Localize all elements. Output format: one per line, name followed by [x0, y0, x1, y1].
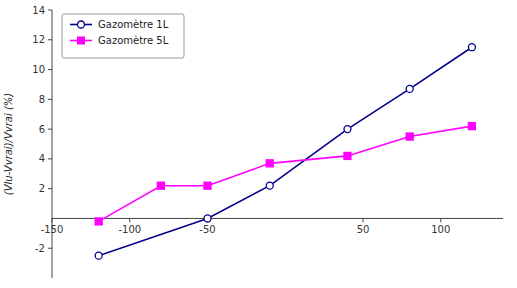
y-tick: [48, 248, 52, 249]
y-tick: [48, 99, 52, 100]
data-point: [344, 152, 351, 159]
y-tick-label: -2: [35, 243, 45, 254]
x-tick: [129, 218, 130, 222]
y-axis-label: (Vlu-Vvrai)/Vvrai (%): [3, 93, 14, 195]
data-point: [406, 85, 413, 92]
data-point: [266, 160, 273, 167]
y-tick: [48, 69, 52, 70]
legend: Gazomètre 1L Gazomètre 5L: [62, 14, 184, 58]
x-tick-label: 50: [357, 224, 370, 235]
data-point: [204, 182, 211, 189]
data-point: [266, 182, 273, 189]
y-axis-line: [52, 10, 53, 278]
y-tick: [48, 39, 52, 40]
legend-marker: [78, 37, 85, 44]
y-tick-label: 8: [39, 94, 45, 105]
data-point: [468, 44, 475, 51]
legend-label: Gazomètre 5L: [98, 35, 169, 46]
y-tick: [48, 10, 52, 11]
x-tick: [363, 218, 364, 222]
y-tick: [48, 188, 52, 189]
data-point: [157, 182, 164, 189]
y-tick: [48, 129, 52, 130]
x-tick-label: -50: [199, 224, 215, 235]
series-line: [99, 47, 472, 255]
legend-box: [62, 14, 184, 58]
data-point: [406, 133, 413, 140]
y-tick-label: 6: [39, 124, 45, 135]
y-tick: [48, 158, 52, 159]
data-point: [95, 252, 102, 259]
x-tick-label: 100: [431, 224, 450, 235]
legend-label: Gazomètre 1L: [98, 19, 169, 30]
legend-marker: [78, 21, 85, 28]
x-tick: [440, 218, 441, 222]
series-line: [99, 126, 472, 221]
data-point: [204, 215, 211, 222]
data-point: [468, 123, 475, 130]
y-tick-label: 12: [32, 34, 45, 45]
plot-area: [95, 44, 475, 259]
y-tick-label: 14: [32, 5, 45, 16]
y-tick-label: 2: [39, 183, 45, 194]
y-tick-label: 4: [39, 153, 45, 164]
x-axis-line: [52, 218, 503, 219]
data-point: [95, 218, 102, 225]
chart: -150 -100 -50 50 100 -2 2 4 6 8 10 12 14 (Vlu-Vvrai)/…: [0, 0, 517, 288]
data-point: [344, 126, 351, 133]
x-tick-label: -150: [41, 224, 64, 235]
x-tick: [52, 218, 53, 222]
x-tick-label: -100: [118, 224, 141, 235]
y-tick-label: 10: [32, 64, 45, 75]
